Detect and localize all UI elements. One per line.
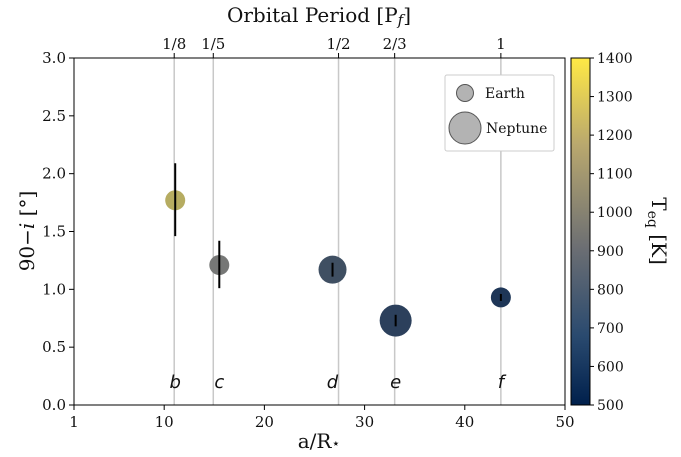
colorbar-tick-label: 1000	[597, 205, 633, 221]
y-tick-label: 3.0	[42, 49, 66, 67]
top-axis-title: Orbital Period [Pf]	[227, 3, 411, 29]
legend: Earth Neptune	[444, 74, 555, 152]
legend-earth-label: Earth	[485, 86, 525, 102]
x-tick-label: 30	[355, 413, 374, 431]
colorbar-tick-label: 1200	[597, 128, 633, 144]
x-axis-title: a/R⋆	[298, 429, 341, 453]
planet-e	[379, 304, 412, 337]
planet-f	[490, 287, 511, 308]
colorbar-ticks: 500 600 700 800 900 1000 1100 1200 1300 1400	[590, 51, 633, 414]
x-tick-label: 20	[255, 413, 274, 431]
colorbar-tick-label: 1100	[597, 167, 633, 183]
x-tick-label: 1	[69, 413, 79, 431]
colorbar-tick-label: 1400	[597, 51, 633, 67]
y-axis-ticks: 0.0 0.5 1.0 1.5 2.0 2.5 3.0	[42, 49, 74, 414]
y-tick-label: 1.5	[42, 223, 66, 241]
x-tick-label: 10	[155, 413, 174, 431]
planet-letter-f: f	[498, 372, 507, 393]
top-tick-label: 2/3	[383, 35, 407, 53]
planet-d	[318, 255, 347, 284]
y-tick-label: 1.0	[42, 280, 66, 298]
planet-letters: b c d e f	[169, 372, 506, 393]
colorbar-tick-label: 900	[597, 244, 624, 260]
planet-letter-b: b	[169, 372, 180, 393]
colorbar-tick-label: 500	[597, 398, 624, 414]
planet-letter-c: c	[214, 372, 224, 393]
colorbar: 500 600 700 800 900 1000 1100 1200 1300 1400 Teq …	[570, 51, 671, 414]
x-tick-label: 40	[455, 413, 474, 431]
x-axis-ticks: 1 10 20 30 40 50	[69, 405, 575, 431]
planet-letter-d: d	[327, 372, 339, 393]
top-tick-label: 1	[496, 35, 506, 53]
y-axis-title: 90−i [°]	[15, 191, 39, 272]
top-tick-label: 1/5	[201, 35, 225, 53]
top-axis-ticks: 1/8 1/5 1/2 2/3 1	[162, 35, 506, 58]
colorbar-title: Teq [K]	[644, 197, 671, 265]
planet-letter-e: e	[390, 372, 401, 393]
legend-earth-marker	[456, 84, 474, 102]
planet-c	[209, 240, 230, 289]
colorbar-tick-label: 800	[597, 282, 624, 298]
legend-neptune-label: Neptune	[486, 121, 547, 137]
y-tick-label: 2.5	[42, 107, 66, 125]
colorbar-tick-label: 1300	[597, 90, 633, 106]
y-tick-label: 0.0	[42, 396, 66, 414]
legend-neptune-marker	[448, 111, 482, 145]
planet-b	[165, 163, 186, 237]
top-tick-label: 1/2	[326, 35, 350, 53]
colorbar-tick-label: 700	[597, 321, 624, 337]
top-tick-label: 1/8	[162, 35, 186, 53]
x-tick-label: 50	[555, 413, 574, 431]
colorbar-gradient	[570, 57, 591, 406]
y-tick-label: 0.5	[42, 338, 66, 356]
colorbar-tick-label: 600	[597, 359, 624, 375]
y-tick-label: 2.0	[42, 165, 66, 183]
data-points	[165, 163, 511, 337]
